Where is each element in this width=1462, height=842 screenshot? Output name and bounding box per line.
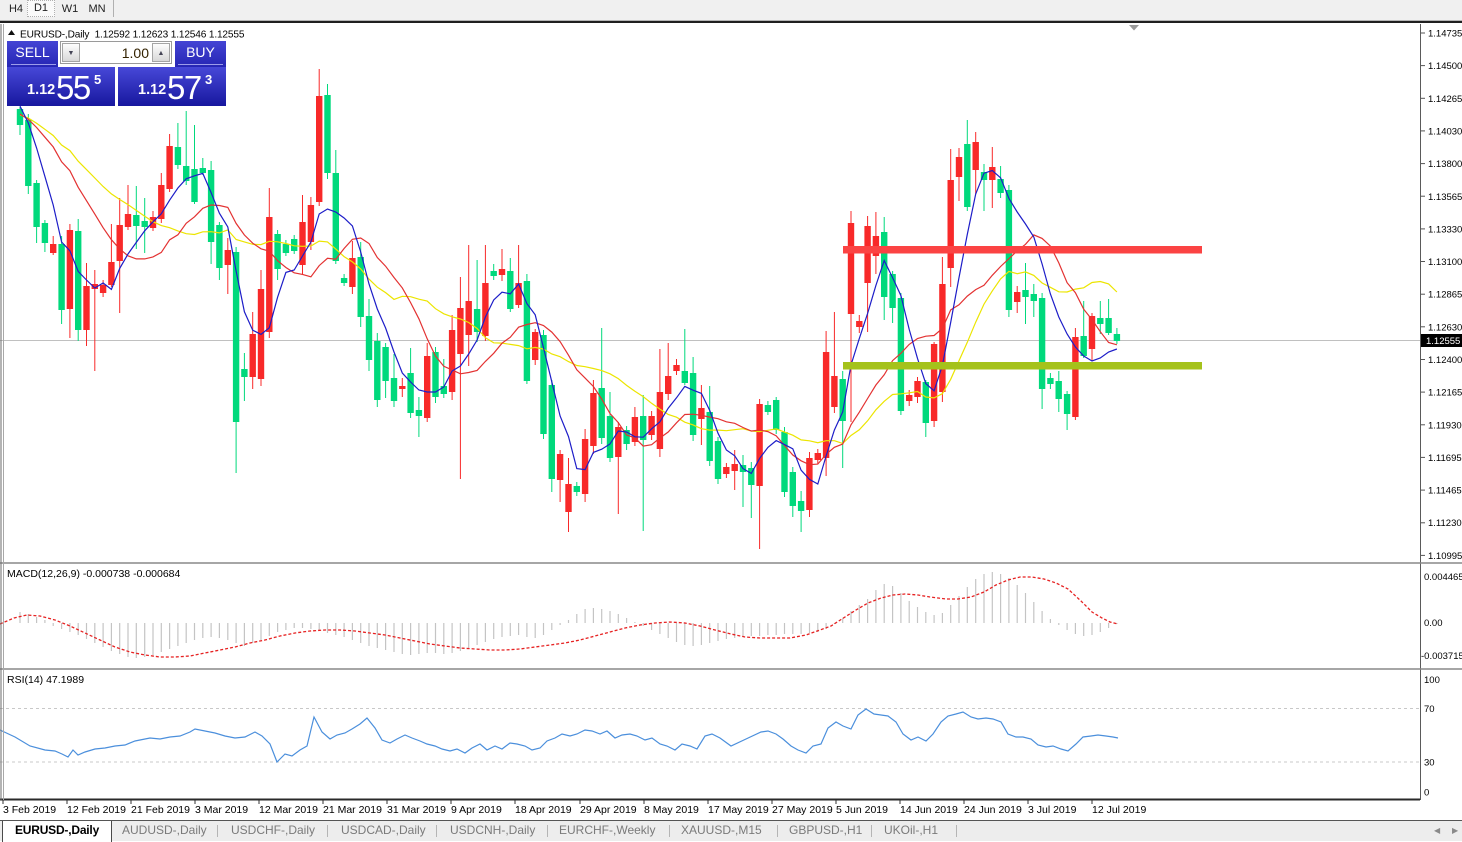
- svg-text:1.10995: 1.10995: [1428, 551, 1462, 562]
- svg-text:27 May 2019: 27 May 2019: [772, 804, 833, 816]
- svg-text:3 Mar 2019: 3 Mar 2019: [195, 804, 248, 816]
- svg-text:1.14735: 1.14735: [1428, 29, 1462, 40]
- svg-text:24 Jun 2019: 24 Jun 2019: [964, 804, 1022, 816]
- svg-text:0: 0: [1424, 788, 1429, 799]
- svg-text:1.13800: 1.13800: [1428, 159, 1462, 170]
- svg-text:21 Feb 2019: 21 Feb 2019: [131, 804, 190, 816]
- svg-text:29 Apr 2019: 29 Apr 2019: [580, 804, 637, 816]
- svg-text:0.00: 0.00: [1424, 618, 1443, 629]
- svg-text:1.13565: 1.13565: [1428, 192, 1462, 203]
- svg-text:1.14030: 1.14030: [1428, 126, 1462, 137]
- svg-text:1.13330: 1.13330: [1428, 224, 1462, 235]
- svg-text:9 Apr 2019: 9 Apr 2019: [451, 804, 502, 816]
- svg-text:1.11695: 1.11695: [1428, 453, 1462, 464]
- svg-text:1.11230: 1.11230: [1428, 518, 1462, 529]
- svg-text:1.12865: 1.12865: [1428, 290, 1462, 301]
- svg-text:31 Mar 2019: 31 Mar 2019: [387, 804, 446, 816]
- svg-text:5 Jun 2019: 5 Jun 2019: [836, 804, 888, 816]
- svg-text:-0.003715: -0.003715: [1421, 651, 1462, 662]
- svg-text:3 Feb 2019: 3 Feb 2019: [3, 804, 56, 816]
- svg-text:RSI(14) 47.1989: RSI(14) 47.1989: [7, 674, 84, 686]
- svg-text:EURUSD-,Daily 1.12592 1.12623: EURUSD-,Daily 1.12592 1.12623 1.12546 1.…: [20, 30, 245, 41]
- svg-text:30: 30: [1424, 758, 1435, 769]
- svg-text:17 May 2019: 17 May 2019: [708, 804, 769, 816]
- svg-text:21 Mar 2019: 21 Mar 2019: [323, 804, 382, 816]
- svg-text:1.12630: 1.12630: [1428, 322, 1462, 333]
- svg-text:1.12555: 1.12555: [1426, 336, 1460, 347]
- svg-text:1.14500: 1.14500: [1428, 61, 1462, 72]
- svg-text:1.13100: 1.13100: [1428, 257, 1462, 268]
- svg-text:0.004465: 0.004465: [1424, 572, 1462, 583]
- svg-text:8 May 2019: 8 May 2019: [644, 804, 699, 816]
- svg-text:MACD(12,26,9) -0.000738 -0.000: MACD(12,26,9) -0.000738 -0.000684: [7, 568, 181, 580]
- svg-text:70: 70: [1424, 704, 1435, 715]
- svg-text:18 Apr 2019: 18 Apr 2019: [515, 804, 572, 816]
- svg-text:12 Feb 2019: 12 Feb 2019: [67, 804, 126, 816]
- svg-text:1.11465: 1.11465: [1428, 486, 1462, 497]
- svg-text:100: 100: [1424, 675, 1440, 686]
- svg-text:14 Jun 2019: 14 Jun 2019: [900, 804, 958, 816]
- svg-text:1.11930: 1.11930: [1428, 420, 1462, 431]
- svg-text:12 Jul 2019: 12 Jul 2019: [1092, 804, 1146, 816]
- svg-text:1.14265: 1.14265: [1428, 94, 1462, 105]
- svg-text:12 Mar 2019: 12 Mar 2019: [259, 804, 318, 816]
- svg-text:1.12400: 1.12400: [1428, 355, 1462, 366]
- svg-text:1.12165: 1.12165: [1428, 388, 1462, 399]
- svg-text:3 Jul 2019: 3 Jul 2019: [1028, 804, 1077, 816]
